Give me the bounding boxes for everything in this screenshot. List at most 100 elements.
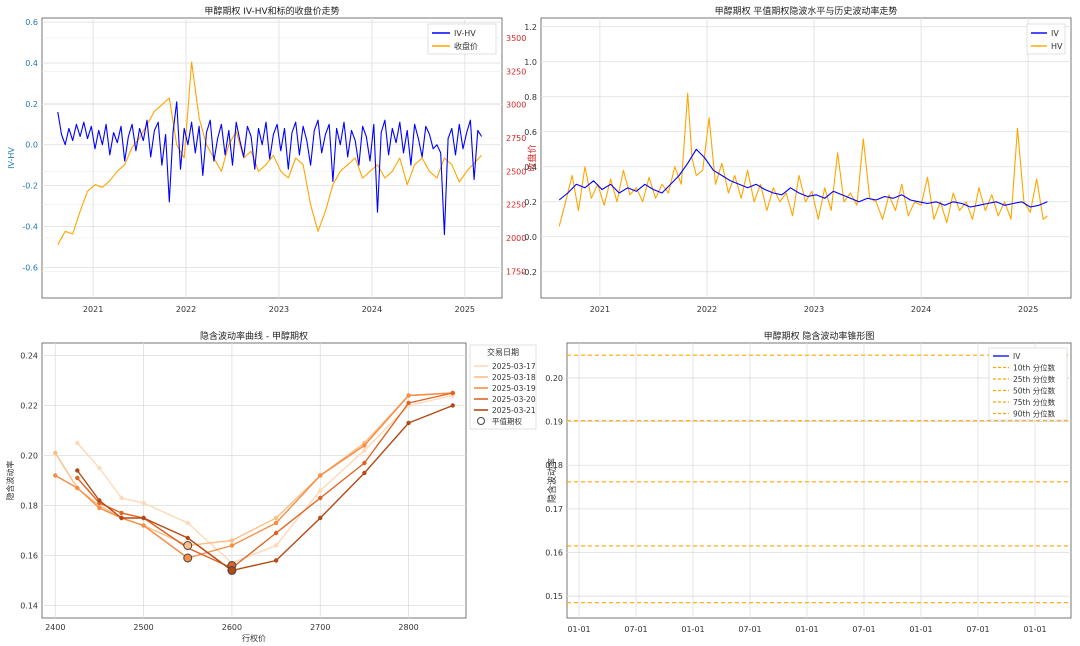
legend-box <box>469 344 537 430</box>
legend-box <box>427 23 497 55</box>
legend-label: 2025-03-19 <box>492 384 536 393</box>
legend-label: 90th 分位数 <box>1013 409 1056 419</box>
x-tick-label: 01-01 <box>567 625 590 634</box>
atm-marker <box>183 553 193 563</box>
x-tick-label: 01-01 <box>909 625 932 634</box>
y-tick-label: 0.22 <box>20 402 38 411</box>
data-point <box>97 498 102 503</box>
data-point <box>75 475 80 481</box>
x-tick-label: 2023 <box>804 305 824 314</box>
data-point <box>406 400 411 406</box>
x-tick-label: 2023 <box>269 305 289 314</box>
legend-label: 50th 分位数 <box>1013 386 1056 396</box>
data-point <box>75 485 80 491</box>
x-tick-label: 2025 <box>1018 305 1038 314</box>
legend-label: 10th 分位数 <box>1013 363 1056 373</box>
legend: IV-HV 收盘价 <box>427 23 497 55</box>
legend-label: 2025-03-18 <box>492 373 536 382</box>
y-tick-label: 1.0 <box>524 58 537 67</box>
y-tick-label: 0.4 <box>524 163 537 172</box>
y-tick-label: 0.0 <box>524 233 537 242</box>
plot-area <box>566 342 1072 619</box>
data-point <box>229 543 235 548</box>
x-tick-label: 2500 <box>133 623 153 632</box>
y-tick-label: -0.2 <box>521 268 537 277</box>
chart-iv-smile: 隐含波动率曲线 - 甲醇期权 2400 2500 2600 2700 2800 0.14 0.… <box>5 330 537 643</box>
y-tick-label: 0.6 <box>524 128 537 137</box>
x-tick-label: 07-01 <box>966 625 989 634</box>
x-tick-label: 2021 <box>590 305 610 314</box>
y-tick-label: 0.18 <box>20 502 38 511</box>
y-axis-label: 隐含波动率 <box>5 461 15 501</box>
legend-title: 交易日期 <box>487 347 519 357</box>
y-tick-label: 0.6 <box>25 18 38 27</box>
y2-tick-label: 3000 <box>506 101 526 110</box>
chart-title: 隐含波动率曲线 - 甲醇期权 <box>200 330 308 342</box>
series-line-2025-03-18 <box>54 392 453 547</box>
data-point <box>318 495 323 501</box>
data-point <box>119 495 124 501</box>
y2-tick-label: 3250 <box>506 67 526 76</box>
x-tick-label: 2025 <box>455 305 475 314</box>
chart-title: 甲醇期权 平值期权隐波水平与历史波动率走势 <box>715 5 898 17</box>
y-tick-label: 0.0 <box>25 141 38 150</box>
legend-label: IV-HV <box>454 29 476 38</box>
data-point <box>185 535 190 541</box>
series-line-iv <box>558 148 1048 208</box>
y-tick-label: -0.4 <box>22 222 38 231</box>
data-point <box>119 510 124 516</box>
data-point <box>97 465 102 471</box>
x-tick-label: 07-01 <box>624 625 647 634</box>
x-axis-label: 行权价 <box>242 633 266 643</box>
legend-box <box>988 347 1068 421</box>
data-point <box>119 515 124 521</box>
data-point <box>273 515 279 521</box>
y2-tick-label: 2000 <box>506 234 526 243</box>
y-tick-label: 0.4 <box>25 59 38 68</box>
data-point <box>53 473 58 478</box>
y-tick-label: 0.14 <box>20 602 38 611</box>
data-point <box>97 505 102 511</box>
chart-iv-hv-trend: 甲醇期权 平值期权隐波水平与历史波动率走势 2021 2022 2023 2024 202… <box>521 5 1072 314</box>
y-tick-label: 0.8 <box>524 93 537 102</box>
x-tick-label: 2800 <box>398 623 418 632</box>
data-point <box>229 538 235 543</box>
x-tick-label: 07-01 <box>852 625 875 634</box>
chart-iv-hv-close: 甲醇期权 IV-HV和标的收盘价走势 2021 2022 2023 2024 2025 -0… <box>7 5 538 314</box>
x-tick-label: 2024 <box>911 305 931 314</box>
x-tick-label: 2024 <box>362 305 382 314</box>
legend-box <box>1026 23 1066 55</box>
data-point <box>273 543 279 548</box>
legend-label: 2025-03-17 <box>492 362 536 371</box>
series-line-close-price <box>57 61 483 245</box>
data-point <box>362 443 367 448</box>
data-point <box>75 468 80 473</box>
plot-area <box>540 17 1072 299</box>
y-tick-label: 0.19 <box>545 418 563 427</box>
data-point <box>406 420 411 426</box>
y2-tick-label: 3500 <box>506 34 526 43</box>
legend-label: 25th 分位数 <box>1013 374 1056 384</box>
plot-area <box>41 17 503 299</box>
y2-tick-label: 2250 <box>506 201 526 210</box>
data-point <box>185 520 190 526</box>
data-point <box>450 403 455 408</box>
y2-tick-label: 2750 <box>506 134 526 143</box>
data-point <box>318 473 323 478</box>
x-tick-label: 2600 <box>222 623 242 632</box>
data-point <box>273 530 279 536</box>
legend-label: HV <box>1051 42 1063 51</box>
y2-tick-label: 1750 <box>506 267 526 276</box>
data-point <box>75 440 80 446</box>
x-tick-label: 2700 <box>310 623 330 632</box>
y2-tick-label: 2500 <box>506 167 526 176</box>
chart-title: 甲醇期权 隐含波动率锥形图 <box>764 330 875 342</box>
legend-label: IV <box>1013 352 1021 361</box>
y-axis-label: IV-HV <box>7 147 16 169</box>
y-tick-label: 0.15 <box>545 592 563 601</box>
legend-label: IV <box>1051 29 1059 38</box>
y-tick-label: -0.2 <box>22 182 38 191</box>
data-point <box>273 520 279 526</box>
